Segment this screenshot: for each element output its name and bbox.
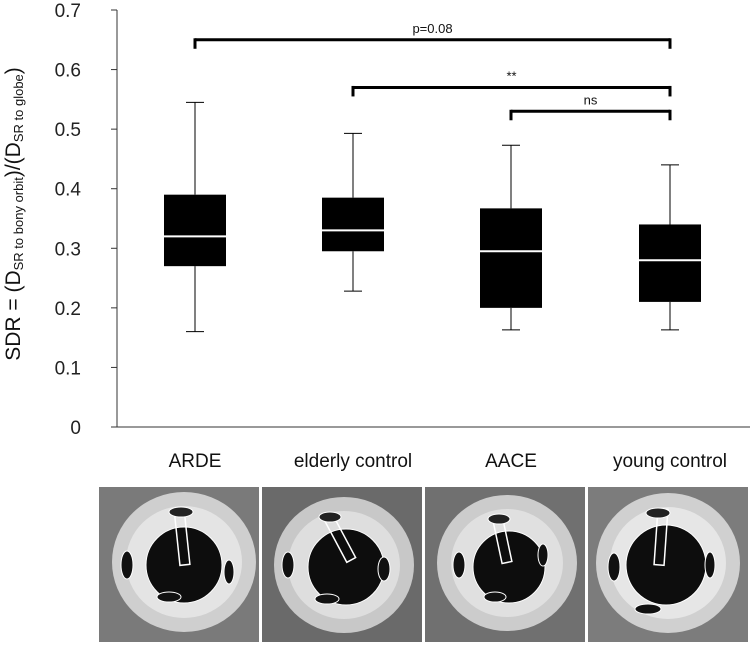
mri-image-arde xyxy=(99,487,259,642)
y-tick-label: 0.2 xyxy=(55,299,81,320)
bracket-1: p=0.08 xyxy=(193,21,672,49)
category-label: elderly control xyxy=(294,451,412,472)
mri-image-row xyxy=(99,487,749,642)
y-tick-label: 0.5 xyxy=(55,120,81,141)
mri-image-aace xyxy=(425,487,585,642)
y-tick-label: 0.4 xyxy=(55,180,82,201)
y-tick-label: 0.7 xyxy=(55,1,81,22)
category-label: ARDE xyxy=(169,451,222,472)
bracket-label: p=0.08 xyxy=(412,21,452,36)
iqr-box xyxy=(164,194,226,267)
category-label: AACE xyxy=(485,451,537,472)
bracket-label: ** xyxy=(506,68,516,83)
y-axis-label: SDR = (DSR to bony orbit)/(DSR to globe) xyxy=(2,67,26,361)
y-tick-label: 0.6 xyxy=(55,61,81,82)
y-axis: 0 0.1 0.2 0.3 0.4 0.5 0.6 0.7 xyxy=(55,1,750,439)
iqr-box xyxy=(639,224,701,302)
y-tick-label: 0.1 xyxy=(55,358,81,379)
iqr-box xyxy=(322,197,384,252)
x-axis-categories: ARDE elderly control AACE young control xyxy=(169,451,727,472)
boxes-layer xyxy=(164,101,701,333)
bracket-label: ns xyxy=(584,92,598,107)
y-tick-label: 0 xyxy=(70,418,81,439)
y-tick-label: 0.3 xyxy=(55,239,81,260)
bracket-2: ** xyxy=(351,68,672,97)
box-plot-chart: 0 0.1 0.2 0.3 0.4 0.5 0.6 0.7 p=0.08 ** ns ARDE el… xyxy=(2,1,750,472)
box-4 xyxy=(639,164,701,331)
mri-image-elderly-control xyxy=(262,487,422,642)
iqr-box xyxy=(480,208,542,308)
box-2 xyxy=(322,132,384,292)
category-label: young control xyxy=(613,451,727,472)
bracket-3: ns xyxy=(509,92,672,121)
box-1 xyxy=(164,101,226,333)
significance-brackets: p=0.08 ** ns xyxy=(193,21,672,121)
mri-image-young-control xyxy=(588,487,748,642)
box-3 xyxy=(480,144,542,331)
